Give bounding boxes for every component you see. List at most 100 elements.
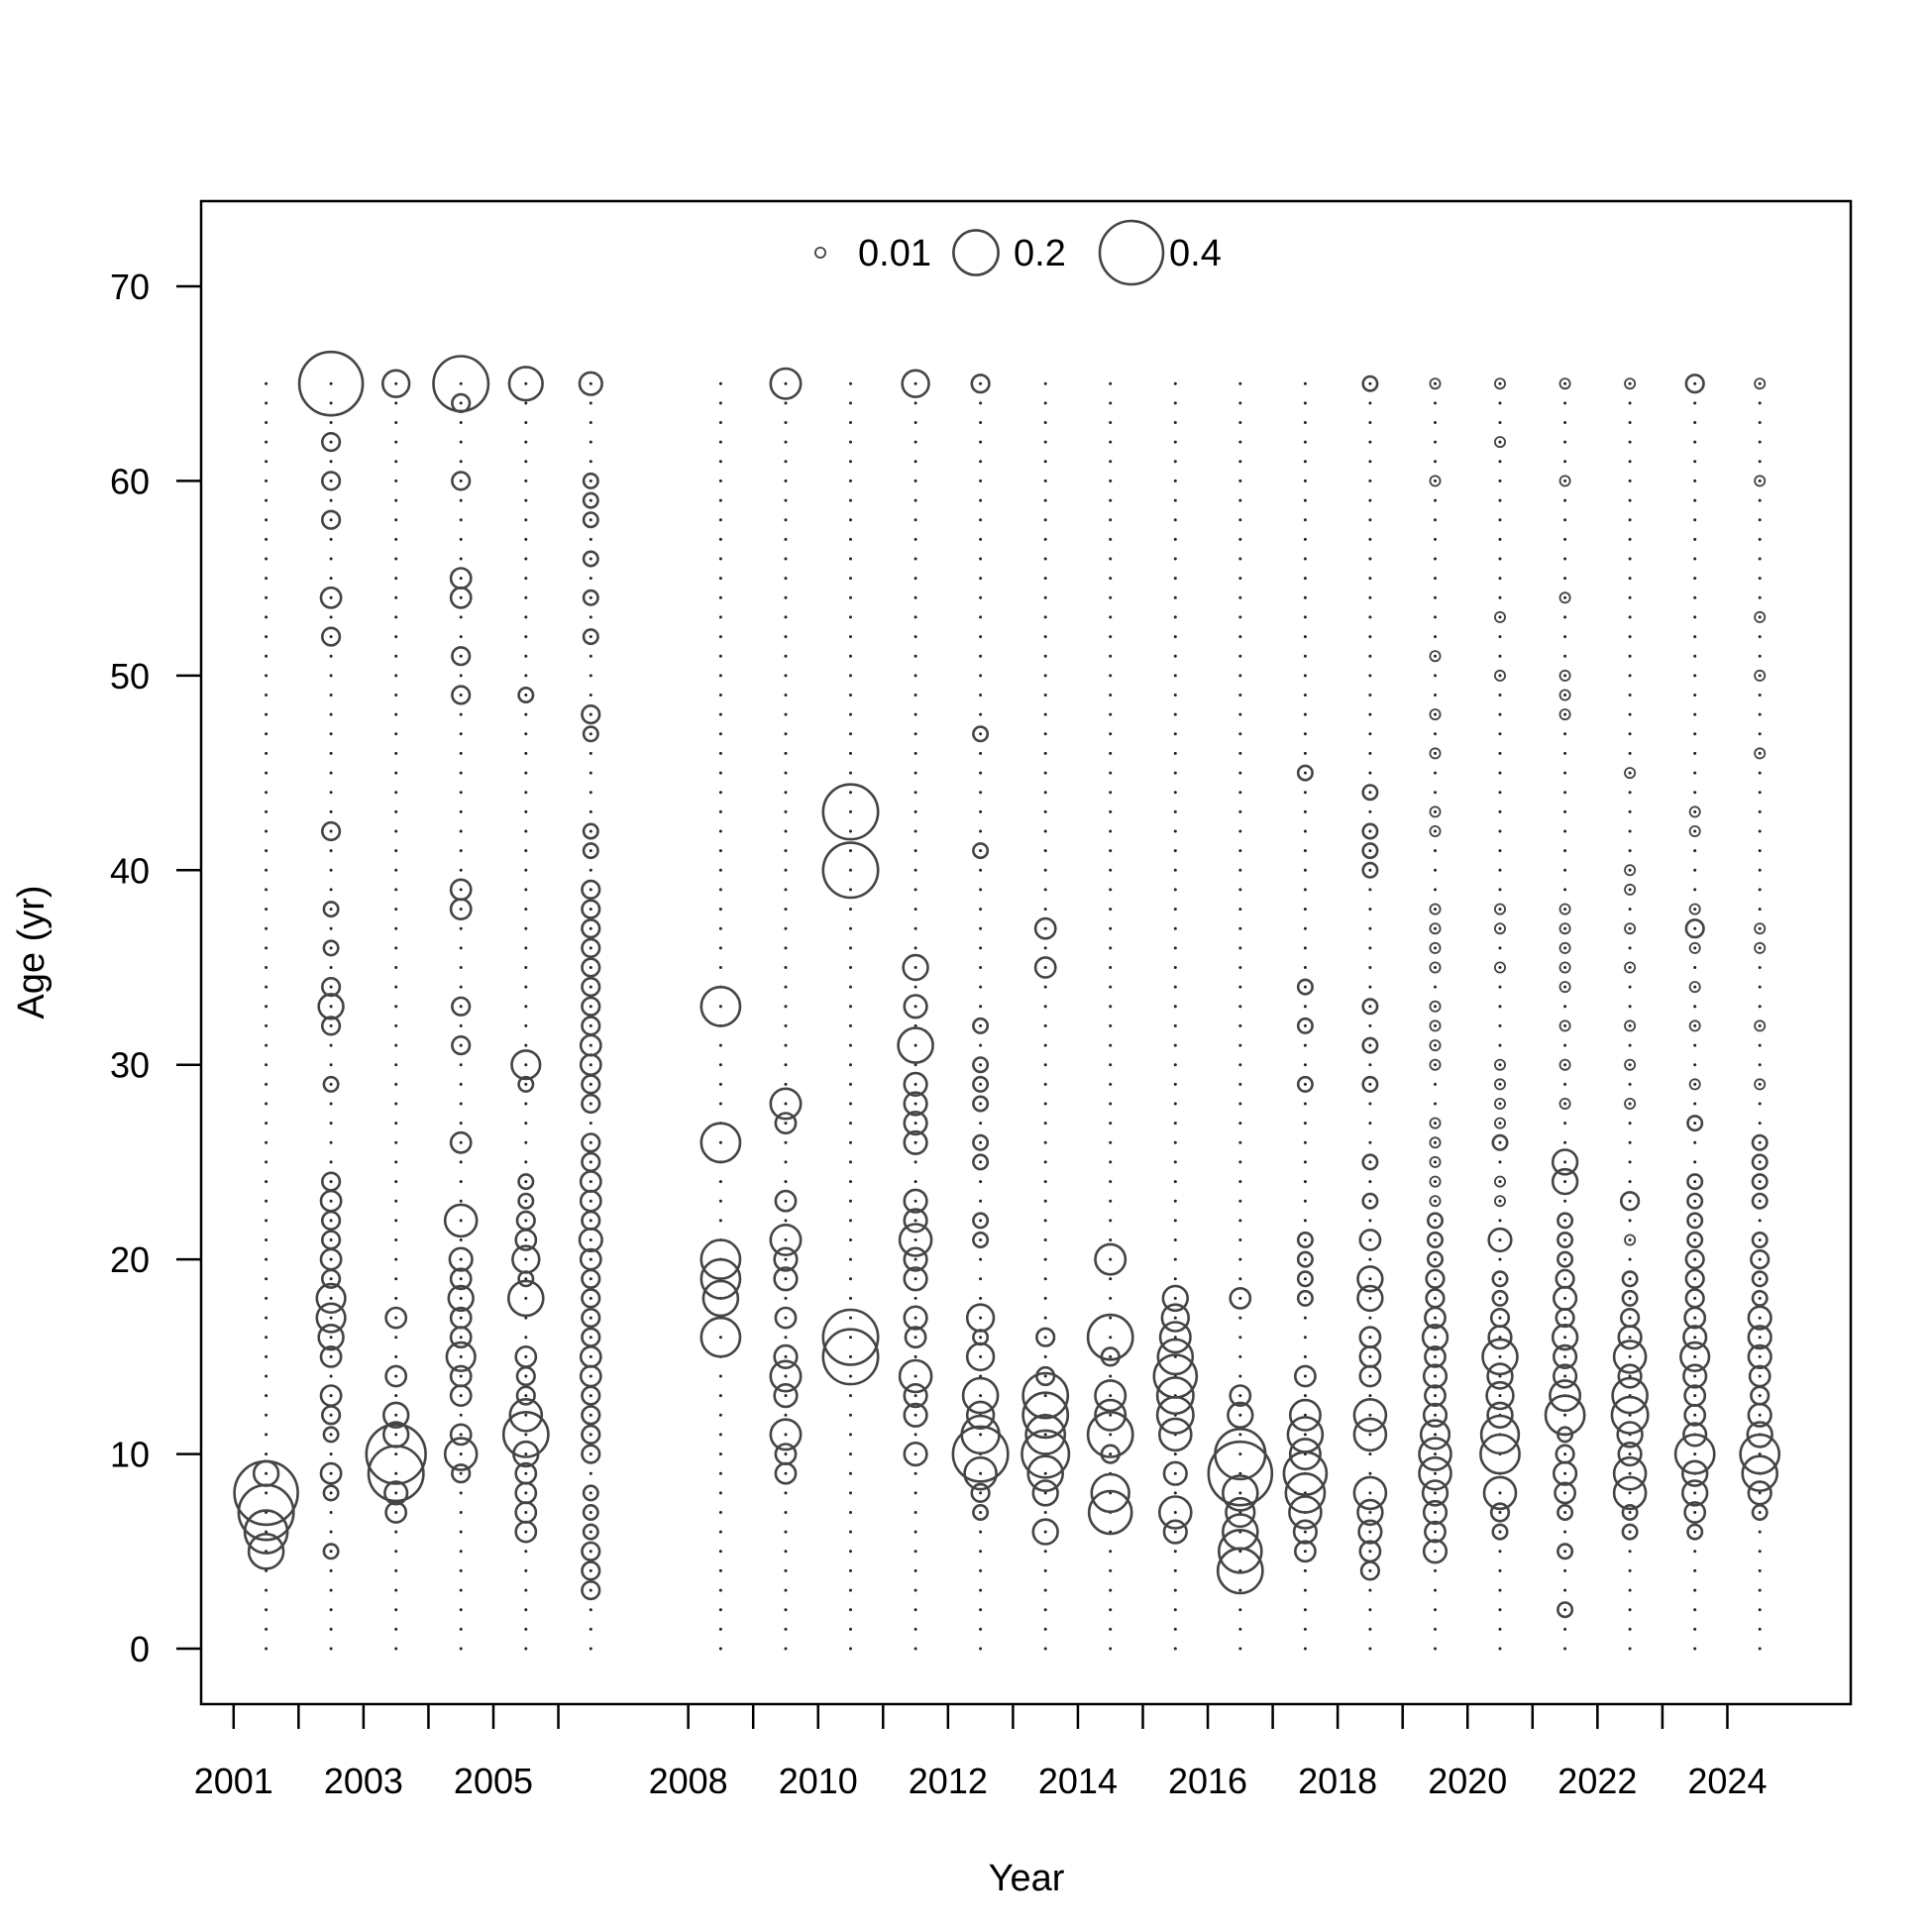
zero-dot [1368, 809, 1372, 813]
zero-dot [784, 1140, 788, 1144]
zero-dot [1628, 1296, 1632, 1300]
zero-dot [394, 557, 398, 561]
zero-dot [1238, 1277, 1242, 1281]
bubble-point [1494, 1058, 1507, 1071]
zero-dot [1563, 1316, 1567, 1320]
zero-dot [1563, 1647, 1567, 1651]
zero-dot [1498, 1608, 1502, 1612]
bubble-point [1558, 1058, 1571, 1071]
zero-dot [1693, 1491, 1697, 1495]
bubble-point [1686, 1192, 1704, 1210]
zero-dot [913, 674, 917, 678]
zero-dot [1434, 1511, 1437, 1514]
zero-dot [394, 1374, 398, 1378]
zero-dot [1434, 381, 1437, 385]
zero-dot [1758, 479, 1762, 483]
bubble-point [701, 1279, 740, 1318]
zero-dot [1758, 1374, 1762, 1378]
bubble-point [321, 432, 342, 453]
zero-dot [1043, 888, 1047, 892]
zero-dot [1368, 732, 1372, 736]
zero-dot [979, 868, 983, 872]
zero-dot [1303, 694, 1307, 697]
zero-dot [265, 1238, 268, 1241]
bubble-point [1282, 1450, 1329, 1496]
zero-dot [1693, 401, 1697, 405]
bubble-point [1549, 1379, 1582, 1413]
bubble-point [1361, 1036, 1379, 1054]
zero-dot [784, 985, 788, 989]
zero-dot [524, 888, 528, 892]
zero-dot [979, 1530, 983, 1534]
zero-dot [1434, 829, 1437, 833]
bubble-point [1747, 1343, 1772, 1369]
zero-dot [718, 674, 722, 678]
zero-dot [265, 1199, 268, 1203]
zero-dot [1758, 751, 1762, 755]
bubble-point [972, 1133, 990, 1151]
zero-dot [1368, 1296, 1372, 1300]
zero-dot [265, 1452, 268, 1456]
zero-dot [913, 966, 917, 969]
zero-dot [1368, 498, 1372, 502]
zero-dot [1173, 595, 1177, 599]
zero-dot [1043, 985, 1047, 989]
bubble-point [1352, 1475, 1388, 1511]
zero-dot [1628, 1140, 1632, 1144]
zero-dot [913, 1530, 917, 1534]
bubble-point [1429, 1155, 1442, 1168]
zero-dot [329, 440, 333, 444]
zero-dot [524, 791, 528, 795]
bubble-point [317, 1323, 345, 1351]
zero-dot [718, 1043, 722, 1047]
zero-dot [784, 577, 788, 581]
bubble-point [581, 1093, 601, 1115]
zero-dot [979, 674, 983, 678]
bubble-point [1361, 842, 1379, 860]
zero-dot [1498, 1122, 1502, 1126]
zero-dot [589, 1043, 592, 1047]
bubble-point [321, 976, 342, 998]
zero-dot [1693, 1082, 1697, 1086]
bubble-point [1100, 1444, 1121, 1464]
zero-dot [265, 1180, 268, 1184]
bubble-point [451, 1463, 472, 1484]
bubble-point [951, 1425, 1010, 1483]
zero-dot [1628, 498, 1632, 502]
zero-dot [1758, 1530, 1762, 1534]
zero-dot [979, 985, 983, 989]
zero-dot [1758, 1277, 1762, 1281]
zero-dot [394, 1082, 398, 1086]
zero-dot [459, 1608, 463, 1612]
zero-dot [394, 1005, 398, 1009]
zero-dot [394, 595, 398, 599]
bubble-point [1422, 1539, 1449, 1564]
zero-dot [1563, 1160, 1567, 1164]
zero-dot [1628, 1413, 1632, 1417]
zero-dot [913, 401, 917, 405]
zero-dot [1173, 1627, 1177, 1631]
zero-dot [1238, 849, 1242, 853]
zero-dot [589, 1647, 592, 1651]
zero-dot [849, 1530, 852, 1534]
zero-dot [394, 577, 398, 581]
zero-dot [524, 460, 528, 464]
zero-dot [1303, 460, 1307, 464]
zero-dot [1109, 1238, 1113, 1241]
zero-dot [1498, 401, 1502, 405]
zero-dot [1498, 694, 1502, 697]
zero-dot [1368, 1043, 1372, 1047]
zero-dot [524, 1394, 528, 1398]
bubble-point [773, 1266, 799, 1292]
zero-dot [784, 1550, 788, 1554]
zero-dot [849, 1180, 852, 1184]
zero-dot [979, 401, 983, 405]
zero-dot [1693, 421, 1697, 424]
bubble-point [1754, 747, 1767, 760]
bubble-point [1751, 1173, 1769, 1191]
zero-dot [1043, 791, 1047, 795]
zero-dot [1434, 1588, 1437, 1592]
bubble-point [1739, 1433, 1781, 1475]
bubble-point [1429, 1058, 1442, 1071]
zero-dot [979, 908, 983, 912]
